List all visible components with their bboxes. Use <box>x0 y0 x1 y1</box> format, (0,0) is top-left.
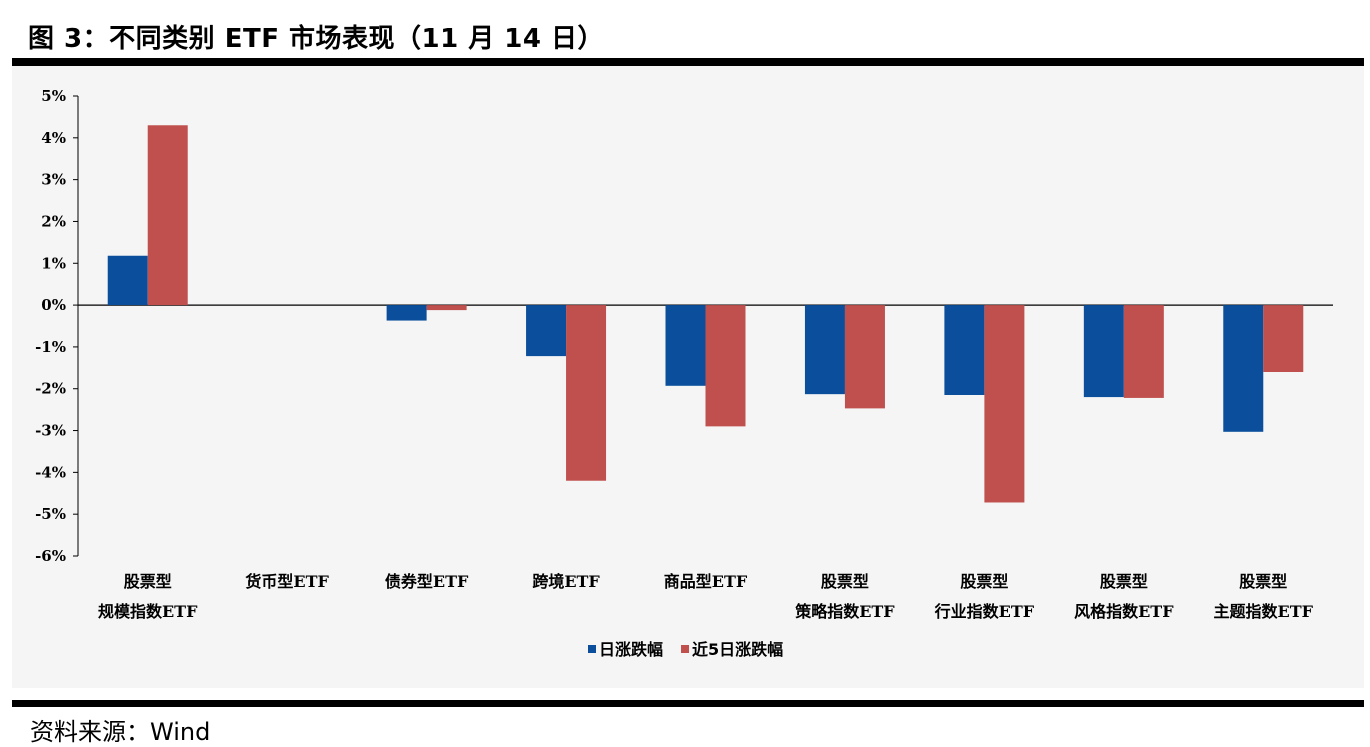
chart-bars <box>107 125 1304 503</box>
bar-5day-6 <box>984 305 1025 503</box>
x-category-label: 股票型 <box>1100 572 1148 591</box>
y-tick-label: -2% <box>35 380 66 398</box>
figure-title: 图 3：不同类别 ETF 市场表现（11 月 14 日） <box>28 24 605 54</box>
y-tick-label: 0% <box>41 296 66 314</box>
y-tick-label: -6% <box>35 547 66 565</box>
bar-daily-5 <box>804 305 845 395</box>
bar-5day-3 <box>566 305 607 481</box>
legend-swatch-0 <box>588 645 596 653</box>
bar-daily-8 <box>1223 305 1264 432</box>
legend-swatch-1 <box>681 645 690 653</box>
bar-daily-0 <box>107 255 148 306</box>
chart-axes: 5% 4% 3% 2% 1% 0% -1% -2% -3% -4% -5% -6% <box>35 87 1333 565</box>
bar-daily-4 <box>665 305 706 386</box>
x-category-label: 货币型ETF <box>245 572 329 591</box>
bar-daily-2 <box>386 305 427 321</box>
x-category-label: 策略指数ETF <box>794 602 895 621</box>
x-category-label: 股票型 <box>124 572 172 591</box>
y-tick-label: 1% <box>41 254 66 272</box>
bar-5day-0 <box>147 125 188 306</box>
bar-daily-6 <box>944 305 985 395</box>
y-tick-label: 2% <box>41 212 66 230</box>
x-category-label: 商品型ETF <box>664 572 748 591</box>
bar-5day-4 <box>705 305 746 427</box>
chart-legend: 日涨跌幅 近5日涨跌幅 <box>588 640 783 659</box>
x-category-label: 风格指数ETF <box>1074 602 1174 621</box>
y-tick-label: -3% <box>35 422 66 440</box>
legend-label-0: 日涨跌幅 <box>599 640 663 659</box>
bar-daily-3 <box>526 305 567 357</box>
y-tick-label: 4% <box>41 129 66 147</box>
x-category-label: 主题指数ETF <box>1214 602 1314 621</box>
bar-5day-7 <box>1123 305 1164 398</box>
bar-5day-8 <box>1263 305 1304 372</box>
bottom-rule <box>12 700 1364 707</box>
etf-performance-bar-chart: 5% 4% 3% 2% 1% 0% -1% -2% -3% -4% -5% -6% 股票型规模指数ET… <box>35 87 1333 659</box>
y-tick-label: -5% <box>35 505 66 523</box>
x-category-label: 股票型 <box>821 572 869 591</box>
source-note: 资料来源：Wind <box>30 718 211 746</box>
y-tick-label: 3% <box>41 171 66 189</box>
x-category-label: 规模指数ETF <box>98 602 198 621</box>
legend-label-1: 近5日涨跌幅 <box>692 640 783 659</box>
y-tick-label: -4% <box>35 463 66 481</box>
x-category-label: 行业指数ETF <box>934 602 1035 621</box>
bar-5day-2 <box>426 305 467 311</box>
bar-5day-5 <box>844 305 885 409</box>
top-rule <box>12 58 1364 66</box>
x-category-label: 股票型 <box>960 572 1008 591</box>
bar-daily-7 <box>1083 305 1124 398</box>
y-tick-label: -1% <box>35 338 66 356</box>
x-category-label: 跨境ETF <box>532 572 600 591</box>
x-category-label: 股票型 <box>1239 572 1287 591</box>
x-category-label: 债券型ETF <box>385 572 469 591</box>
y-tick-label: 5% <box>41 87 66 105</box>
